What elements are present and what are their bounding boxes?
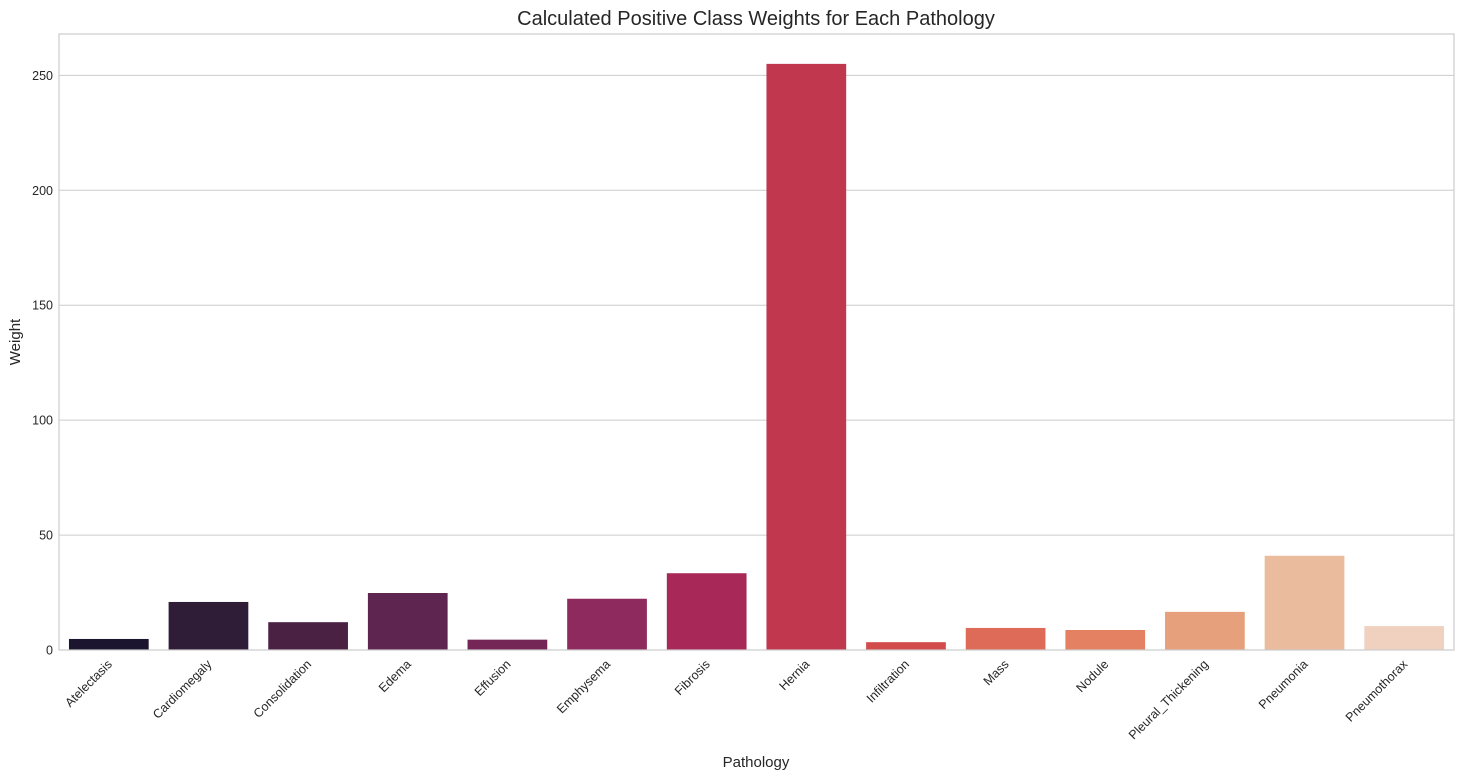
- x-tick-label: Consolidation: [251, 657, 314, 720]
- bar-mass: [965, 627, 1046, 650]
- gridlines: [59, 74, 1454, 651]
- y-tick-label: 200: [32, 184, 53, 198]
- x-tick-label: Fibrosis: [672, 657, 713, 698]
- y-tick-label: 0: [46, 644, 53, 658]
- x-tick-label: Pleural_Thickening: [1126, 657, 1211, 742]
- x-tick-label: Nodule: [1073, 657, 1111, 695]
- x-tick-label: Atelectasis: [62, 657, 115, 710]
- x-tick-label: Edema: [376, 657, 414, 695]
- y-tick-label: 150: [32, 299, 53, 313]
- chart-title: Calculated Positive Class Weights for Ea…: [517, 8, 995, 30]
- x-tick-label: Pneumothorax: [1343, 657, 1411, 725]
- x-axis-label: Pathology: [723, 754, 790, 771]
- bar-nodule: [1065, 630, 1146, 650]
- bar-cardiomegaly: [168, 601, 249, 650]
- bar-fibrosis: [666, 573, 747, 650]
- x-axis-ticks: Atelectasis Cardiomegaly Consolidation Edem…: [62, 657, 1411, 743]
- x-tick-label: Pneumonia: [1256, 657, 1311, 712]
- y-tick-label: 250: [32, 69, 53, 83]
- bar-hernia: [766, 63, 847, 650]
- bar-pleural-thickening: [1165, 611, 1245, 650]
- y-tick-label: 100: [32, 414, 53, 428]
- bar-emphysema: [567, 598, 647, 650]
- bar-pneumothorax: [1364, 626, 1445, 650]
- x-tick-label: Hernia: [777, 657, 813, 693]
- x-tick-label: Effusion: [472, 657, 514, 699]
- bars: [68, 63, 1445, 650]
- plot-frame: [58, 33, 1455, 651]
- x-tick-label: Cardiomegaly: [150, 657, 215, 722]
- bar-consolidation: [268, 622, 348, 650]
- x-tick-label: Emphysema: [554, 657, 613, 716]
- bar-edema: [367, 592, 448, 650]
- bar-effusion: [467, 639, 548, 650]
- y-axis-label: Weight: [7, 318, 24, 365]
- bar-infiltration: [866, 642, 946, 650]
- bar-atelectasis: [68, 638, 149, 650]
- x-tick-label: Infiltration: [864, 657, 912, 705]
- x-tick-label: Mass: [981, 657, 1012, 688]
- bar-pneumonia: [1264, 555, 1345, 650]
- y-tick-label: 50: [39, 529, 53, 543]
- y-axis-ticks: 0 50 100 150 200 250: [32, 69, 53, 658]
